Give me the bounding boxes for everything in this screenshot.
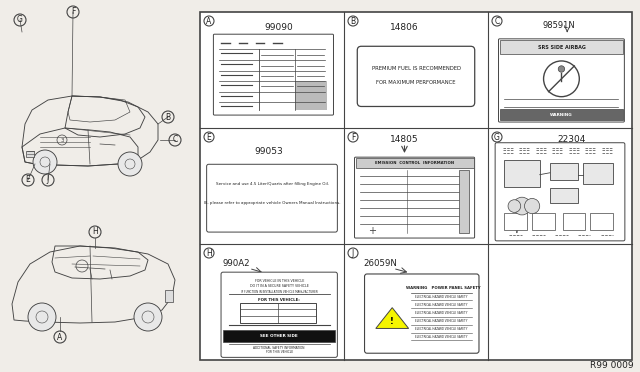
Text: IF FUNCTION IN INSTALLATION VEHICLE MANUFACTURER: IF FUNCTION IN INSTALLATION VEHICLE MANU… bbox=[241, 290, 317, 294]
Bar bbox=[356, 158, 474, 169]
Text: C: C bbox=[494, 16, 500, 26]
Bar bbox=[294, 81, 326, 110]
Text: 26059N: 26059N bbox=[363, 259, 397, 268]
Bar bbox=[460, 170, 469, 233]
Text: B: B bbox=[351, 16, 356, 26]
Text: G: G bbox=[494, 132, 500, 141]
Text: FOR THIS VEHICLE:: FOR THIS VEHICLE: bbox=[259, 298, 300, 302]
Text: ELECTRICAL HAZARD VEHICLE SAFETY: ELECTRICAL HAZARD VEHICLE SAFETY bbox=[415, 319, 468, 323]
Text: J: J bbox=[47, 176, 49, 185]
Text: FOR VEHICLE IN THIS VEHICLE: FOR VEHICLE IN THIS VEHICLE bbox=[255, 279, 304, 283]
Bar bbox=[200, 12, 632, 360]
Bar bbox=[563, 213, 586, 230]
Bar bbox=[591, 213, 613, 230]
Text: H: H bbox=[206, 248, 212, 257]
FancyBboxPatch shape bbox=[495, 143, 625, 241]
Circle shape bbox=[118, 152, 142, 176]
Bar bbox=[550, 188, 578, 203]
Circle shape bbox=[513, 197, 531, 215]
Text: ELECTRICAL HAZARD VEHICLE SAFETY: ELECTRICAL HAZARD VEHICLE SAFETY bbox=[415, 327, 468, 331]
Text: 99090: 99090 bbox=[265, 23, 294, 32]
Bar bbox=[499, 109, 623, 120]
Text: ELECTRICAL HAZARD VEHICLE SAFETY: ELECTRICAL HAZARD VEHICLE SAFETY bbox=[415, 303, 468, 307]
Text: PREMIUM FUEL IS RECOMMENDED: PREMIUM FUEL IS RECOMMENDED bbox=[371, 66, 461, 71]
Text: F: F bbox=[71, 7, 75, 16]
Bar bbox=[165, 290, 173, 302]
Bar bbox=[504, 213, 527, 230]
Text: J: J bbox=[352, 248, 354, 257]
Text: 98591N: 98591N bbox=[543, 22, 575, 31]
Text: A: A bbox=[58, 333, 63, 341]
Text: 3: 3 bbox=[60, 138, 64, 142]
FancyBboxPatch shape bbox=[499, 39, 625, 122]
Text: WARNING   POWER PANEL SAFETY: WARNING POWER PANEL SAFETY bbox=[406, 286, 481, 290]
Text: ELECTRICAL HAZARD VEHICLE SAFETY: ELECTRICAL HAZARD VEHICLE SAFETY bbox=[415, 295, 468, 298]
Text: E: E bbox=[26, 176, 30, 185]
Text: 990A2: 990A2 bbox=[222, 259, 250, 268]
Circle shape bbox=[558, 66, 564, 72]
FancyBboxPatch shape bbox=[357, 46, 475, 106]
Bar bbox=[504, 160, 540, 187]
Text: R99 0009: R99 0009 bbox=[590, 362, 634, 371]
Bar bbox=[532, 213, 555, 230]
Text: F: F bbox=[351, 132, 355, 141]
Bar bbox=[550, 163, 578, 180]
FancyBboxPatch shape bbox=[213, 34, 333, 115]
Circle shape bbox=[134, 303, 162, 331]
Bar bbox=[240, 302, 316, 323]
Bar bbox=[26, 151, 34, 157]
Text: DO IT IN A SECURE SAFETY VEHICLE: DO IT IN A SECURE SAFETY VEHICLE bbox=[250, 284, 308, 288]
Text: FOR THIS VEHICLE: FOR THIS VEHICLE bbox=[266, 350, 293, 354]
Text: G: G bbox=[17, 16, 23, 25]
Text: A: A bbox=[206, 16, 212, 26]
FancyBboxPatch shape bbox=[221, 272, 337, 357]
FancyBboxPatch shape bbox=[355, 157, 475, 238]
Circle shape bbox=[33, 150, 57, 174]
Text: Ill, please refer to appropriate vehicle Owners Manual Instructions.: Ill, please refer to appropriate vehicle… bbox=[204, 201, 340, 205]
Bar bbox=[223, 330, 335, 341]
Text: Service and use 4.5 Liter/Quarts after filling Engine Oil.: Service and use 4.5 Liter/Quarts after f… bbox=[216, 182, 328, 186]
FancyBboxPatch shape bbox=[207, 164, 337, 232]
Text: ELECTRICAL HAZARD VEHICLE SAFETY: ELECTRICAL HAZARD VEHICLE SAFETY bbox=[415, 311, 468, 315]
Text: 14806: 14806 bbox=[390, 23, 419, 32]
Text: FOR MAXIMUM PERFORMANCE: FOR MAXIMUM PERFORMANCE bbox=[376, 80, 456, 85]
Text: !: ! bbox=[390, 317, 394, 326]
Text: ELECTRICAL HAZARD VEHICLE SAFETY: ELECTRICAL HAZARD VEHICLE SAFETY bbox=[415, 335, 468, 339]
Circle shape bbox=[28, 303, 56, 331]
Text: 99053: 99053 bbox=[255, 147, 284, 156]
FancyBboxPatch shape bbox=[365, 274, 479, 353]
Text: C: C bbox=[172, 135, 178, 144]
Text: SEE OTHER SIDE: SEE OTHER SIDE bbox=[260, 334, 298, 338]
Text: WARNING: WARNING bbox=[550, 113, 573, 116]
Text: +: + bbox=[368, 226, 376, 236]
Text: SRS SIDE AIRBAG: SRS SIDE AIRBAG bbox=[538, 45, 586, 49]
Text: B: B bbox=[165, 112, 171, 122]
Bar bbox=[499, 40, 623, 54]
Text: 14805: 14805 bbox=[390, 135, 419, 144]
Circle shape bbox=[525, 199, 540, 214]
Text: 22304: 22304 bbox=[557, 135, 586, 144]
Text: ADDITIONAL SAFETY INFORMATION: ADDITIONAL SAFETY INFORMATION bbox=[253, 346, 305, 350]
Circle shape bbox=[508, 200, 521, 212]
Text: H: H bbox=[92, 228, 98, 237]
Text: EMISSION  CONTROL  INFORMATION: EMISSION CONTROL INFORMATION bbox=[375, 161, 454, 165]
Bar bbox=[583, 163, 613, 184]
Text: E: E bbox=[207, 132, 211, 141]
Polygon shape bbox=[376, 308, 408, 328]
